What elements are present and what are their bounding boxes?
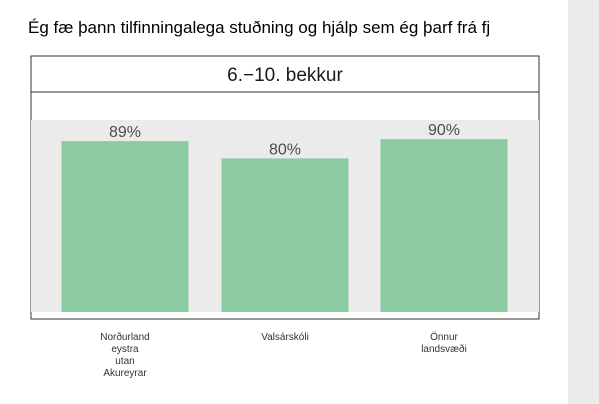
bar-value-label-1: 80% [269, 141, 301, 158]
plot-panel: 89% 80% 90% [30, 91, 540, 320]
facet-title: 6.−10. bekkur [227, 65, 343, 86]
category-label-1: Valsárskóli [261, 332, 309, 343]
category-label-line: Valsárskóli [261, 332, 309, 343]
bar-value-label-0: 89% [109, 124, 141, 141]
category-label-line: Akureyrar [103, 368, 147, 379]
facet-strip: 6.−10. bekkur [30, 55, 540, 93]
bars [61, 139, 508, 312]
bar-2 [380, 139, 508, 312]
category-label-line: eystra [111, 344, 139, 355]
category-label-line: Önnur [430, 331, 458, 343]
category-label-0: Norðurland eystra utan Akureyrar [100, 331, 149, 379]
bar-chart: 6.−10. bekkur 89% 80% 90% Norðurland eystra… [30, 55, 540, 379]
category-label-2: Önnur landsvæði [421, 331, 467, 355]
side-panel [568, 0, 599, 404]
bar-1 [221, 158, 349, 312]
bar-value-labels: 89% 80% 90% [109, 122, 460, 158]
bar-0 [61, 141, 189, 312]
category-label-line: landsvæði [421, 343, 467, 355]
category-label-line: Norðurland [100, 331, 149, 343]
category-labels: Norðurland eystra utan Akureyrar Valsárskóli… [100, 331, 467, 379]
category-label-line: utan [115, 356, 134, 367]
bar-value-label-2: 90% [428, 122, 460, 139]
page-title: Ég fæ þann tilfinningalega stuðning og h… [28, 18, 491, 37]
